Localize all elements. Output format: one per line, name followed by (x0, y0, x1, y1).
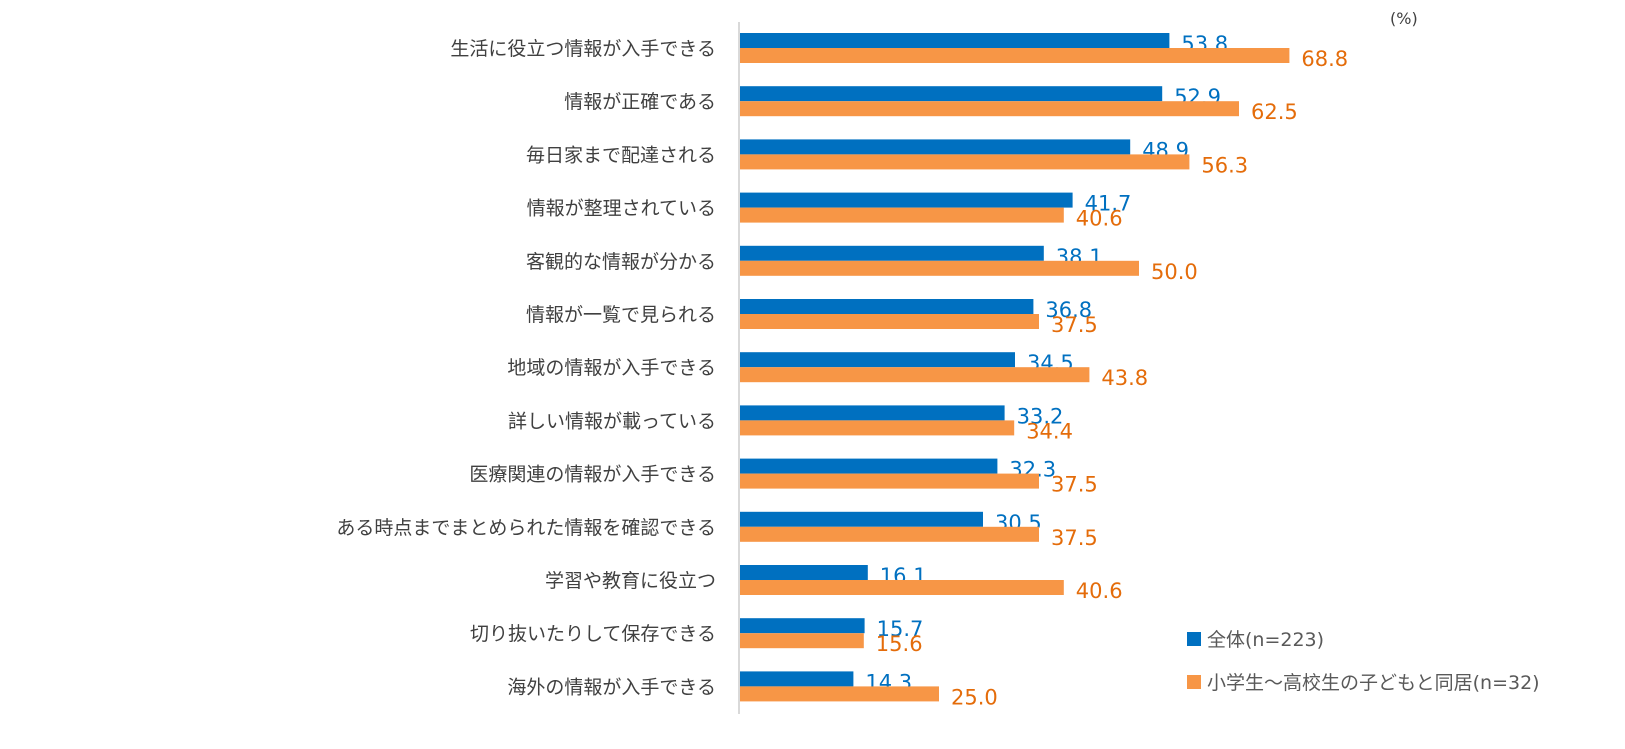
bar-with-children (739, 48, 1290, 63)
data-label-with-children: 40.6 (1076, 207, 1123, 231)
category-label: 生活に役立つ情報が入手できる (450, 38, 716, 60)
data-label-overall: 15.7 (877, 617, 924, 641)
bar-overall (739, 565, 868, 580)
category-label: 情報が正確である (564, 91, 716, 113)
bar-overall (739, 511, 983, 527)
legend-swatch-overall (1187, 632, 1201, 646)
bar-with-children (739, 207, 1064, 223)
legend-swatch-with-children (1187, 675, 1201, 689)
data-label-with-children: 56.3 (1201, 153, 1248, 177)
bar-overall (739, 33, 1170, 48)
bar-overall (739, 458, 998, 474)
category-label: 学習や教育に役立つ (545, 570, 716, 592)
bar-with-children (739, 367, 1090, 383)
data-label-with-children: 15.6 (876, 632, 923, 656)
bar-overall (739, 245, 1044, 261)
category-label: 医療関連の情報が入手できる (469, 464, 716, 486)
legend-label-overall: 全体(n=223) (1207, 629, 1324, 651)
bar-with-children (739, 154, 1190, 170)
data-label-with-children: 37.5 (1051, 473, 1098, 497)
data-label-overall: 33.2 (1017, 404, 1064, 428)
data-label-with-children: 68.8 (1301, 47, 1348, 71)
unit-label: (%) (1390, 9, 1418, 28)
category-label: 毎日家まで配達される (526, 144, 716, 166)
data-label-overall: 41.7 (1085, 192, 1132, 216)
bar-with-children (739, 314, 1039, 329)
bar-with-children (739, 420, 1015, 436)
data-label-overall: 36.8 (1045, 298, 1092, 322)
bar-overall (739, 352, 1015, 368)
category-label: 地域の情報が入手できる (507, 357, 716, 379)
category-label: 切り抜いたりして保存できる (470, 623, 716, 645)
data-label-with-children: 34.4 (1026, 419, 1073, 443)
bar-with-children (739, 260, 1139, 276)
bar-with-children (739, 473, 1039, 489)
category-label: 客観的な情報が分かる (526, 251, 716, 273)
data-label-with-children: 37.5 (1051, 313, 1098, 337)
data-label-with-children: 50.0 (1151, 260, 1198, 284)
bar-overall (739, 671, 854, 687)
category-label: ある時点までまとめられた情報を確認できる (336, 517, 716, 539)
bar-overall (739, 405, 1005, 421)
bar-overall (739, 299, 1034, 314)
category-label: 情報が整理されている (527, 198, 716, 220)
bar-overall (739, 139, 1131, 155)
category-label: 情報が一覧で見られる (526, 304, 716, 326)
bar-with-children (739, 101, 1239, 117)
legend: 全体(n=223) 小学生～高校生の子どもと同居(n=32) (1187, 629, 1540, 694)
data-label-with-children: 37.5 (1051, 526, 1098, 550)
bar-overall (739, 192, 1073, 208)
bar-with-children (739, 526, 1039, 542)
bar-with-children (739, 633, 864, 649)
bar-with-children (739, 580, 1064, 595)
category-labels-group: 生活に役立つ情報が入手できる情報が正確である毎日家まで配達される情報が整理されて… (336, 38, 716, 698)
legend-label-with-children: 小学生～高校生の子どもと同居(n=32) (1207, 672, 1540, 694)
data-label-with-children: 62.5 (1251, 100, 1298, 124)
bars-group: 53.868.852.962.548.956.341.740.638.150.0… (739, 32, 1348, 709)
bar-overall (739, 86, 1163, 102)
category-label: 詳しい情報が載っている (508, 410, 716, 432)
data-label-with-children: 25.0 (951, 685, 998, 709)
bar-with-children (739, 686, 939, 702)
data-label-with-children: 43.8 (1101, 366, 1148, 390)
category-label: 海外の情報が入手できる (507, 676, 716, 698)
data-label-with-children: 40.6 (1076, 579, 1123, 603)
bar-overall (739, 618, 865, 634)
